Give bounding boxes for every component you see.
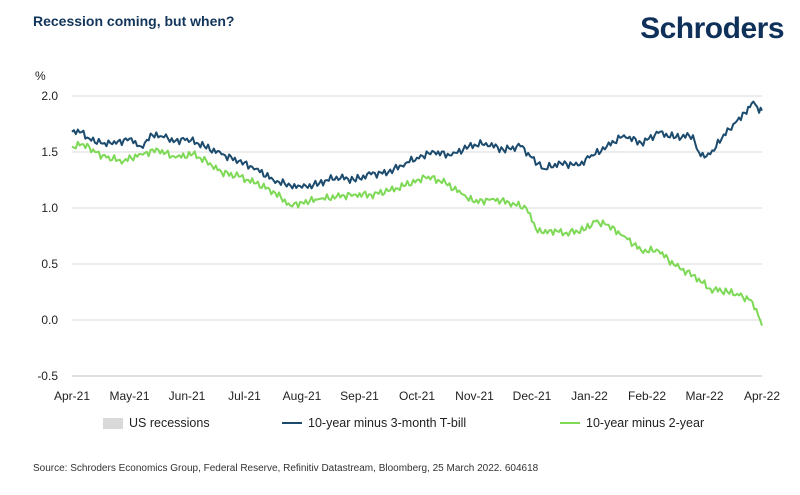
x-tick-label: Jun-21 — [169, 389, 206, 403]
chart-title: Recession coming, but when? — [33, 13, 235, 29]
legend-item-10y-3m: 10-year minus 3-month T-bill — [282, 416, 466, 430]
series-line-10y-2y — [71, 140, 763, 326]
y-tick-label: 0.5 — [41, 257, 58, 271]
legend-item-us-recessions: US recessions — [103, 416, 210, 430]
x-tick-label: Jan-22 — [571, 389, 608, 403]
x-tick-label: Nov-21 — [455, 389, 494, 403]
y-tick-label: 1.0 — [41, 201, 58, 215]
legend-swatch-recessions — [103, 417, 123, 429]
x-tick-label: Apr-22 — [744, 389, 780, 403]
x-tick-label: Dec-21 — [513, 389, 552, 403]
y-tick-label: -0.5 — [37, 369, 58, 383]
x-tick-label: Apr-21 — [54, 389, 90, 403]
legend-label: US recessions — [129, 416, 210, 430]
x-tick-label: Mar-22 — [685, 389, 723, 403]
legend-swatch-10y-3m — [282, 422, 302, 424]
y-tick-label: 2.0 — [41, 89, 58, 103]
legend-label: 10-year minus 3-month T-bill — [308, 416, 467, 430]
source-note: Source: Schroders Economics Group, Feder… — [33, 463, 539, 474]
x-tick-label: Feb-22 — [628, 389, 666, 403]
y-axis-label: % — [35, 69, 46, 83]
x-tick-label: Jul-21 — [228, 389, 261, 403]
y-tick-label: 0.0 — [41, 313, 58, 327]
x-tick-label: May-21 — [109, 389, 149, 403]
x-tick-label: Sep-21 — [340, 389, 379, 403]
x-tick-label: Aug-21 — [283, 389, 322, 403]
legend-swatch-10y-2y — [560, 422, 580, 424]
legend-item-10y-2y: 10-year minus 2-year — [560, 416, 704, 430]
legend-label: 10-year minus 2-year — [586, 416, 705, 430]
legend: US recessions 10-year minus 3-month T-bi… — [0, 416, 800, 436]
line-chart: -0.5 0.0 0.5 1.0 1.5 2.0 Apr-21 May-21 Jun-21 Ju… — [35, 69, 780, 403]
x-tick-label: Oct-21 — [399, 389, 435, 403]
y-tick-label: 1.5 — [41, 145, 58, 159]
series-line-10y-3m — [71, 100, 763, 190]
schroders-logo: Schroders — [640, 12, 784, 45]
